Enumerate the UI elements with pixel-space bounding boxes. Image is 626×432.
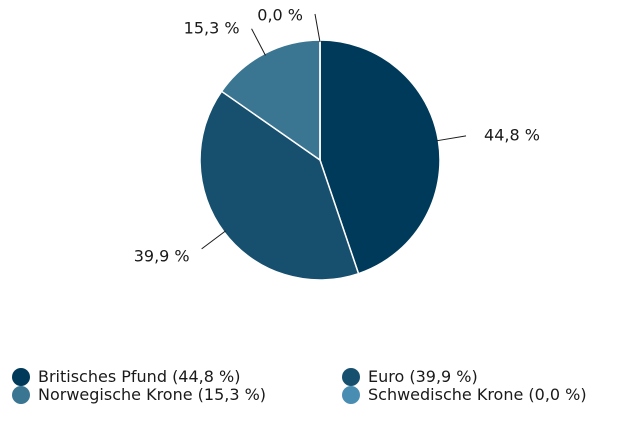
data-label: 0,0 % xyxy=(257,6,303,25)
chart: 44,8 % 39,9 % 15,3 % 0,0 % xyxy=(134,6,540,281)
legend-item: Norwegische Krone (15,3 %) xyxy=(12,386,342,404)
legend-label: Schwedische Krone (0,0 %) xyxy=(368,385,587,404)
legend: Britisches Pfund (44,8 %) Euro (39,9 %) No… xyxy=(12,368,612,404)
data-label: 15,3 % xyxy=(184,18,240,37)
legend-swatch xyxy=(342,368,360,386)
legend-item: Euro (39,9 %) xyxy=(342,368,612,386)
data-label: 44,8 % xyxy=(484,125,540,144)
legend-label: Norwegische Krone (15,3 %) xyxy=(38,385,267,404)
leader-line xyxy=(314,13,321,43)
legend-swatch xyxy=(12,368,30,386)
legend-swatch xyxy=(342,386,360,404)
legend-item: Britisches Pfund (44,8 %) xyxy=(12,368,342,386)
leader-line xyxy=(251,28,266,56)
data-label: 39,9 % xyxy=(134,246,190,265)
legend-item: Schwedische Krone (0,0 %) xyxy=(342,386,612,404)
leader-line xyxy=(436,135,467,142)
leader-line xyxy=(201,230,226,250)
legend-label: Britisches Pfund (44,8 %) xyxy=(38,367,241,386)
legend-swatch xyxy=(12,386,30,404)
legend-label: Euro (39,9 %) xyxy=(368,367,478,386)
